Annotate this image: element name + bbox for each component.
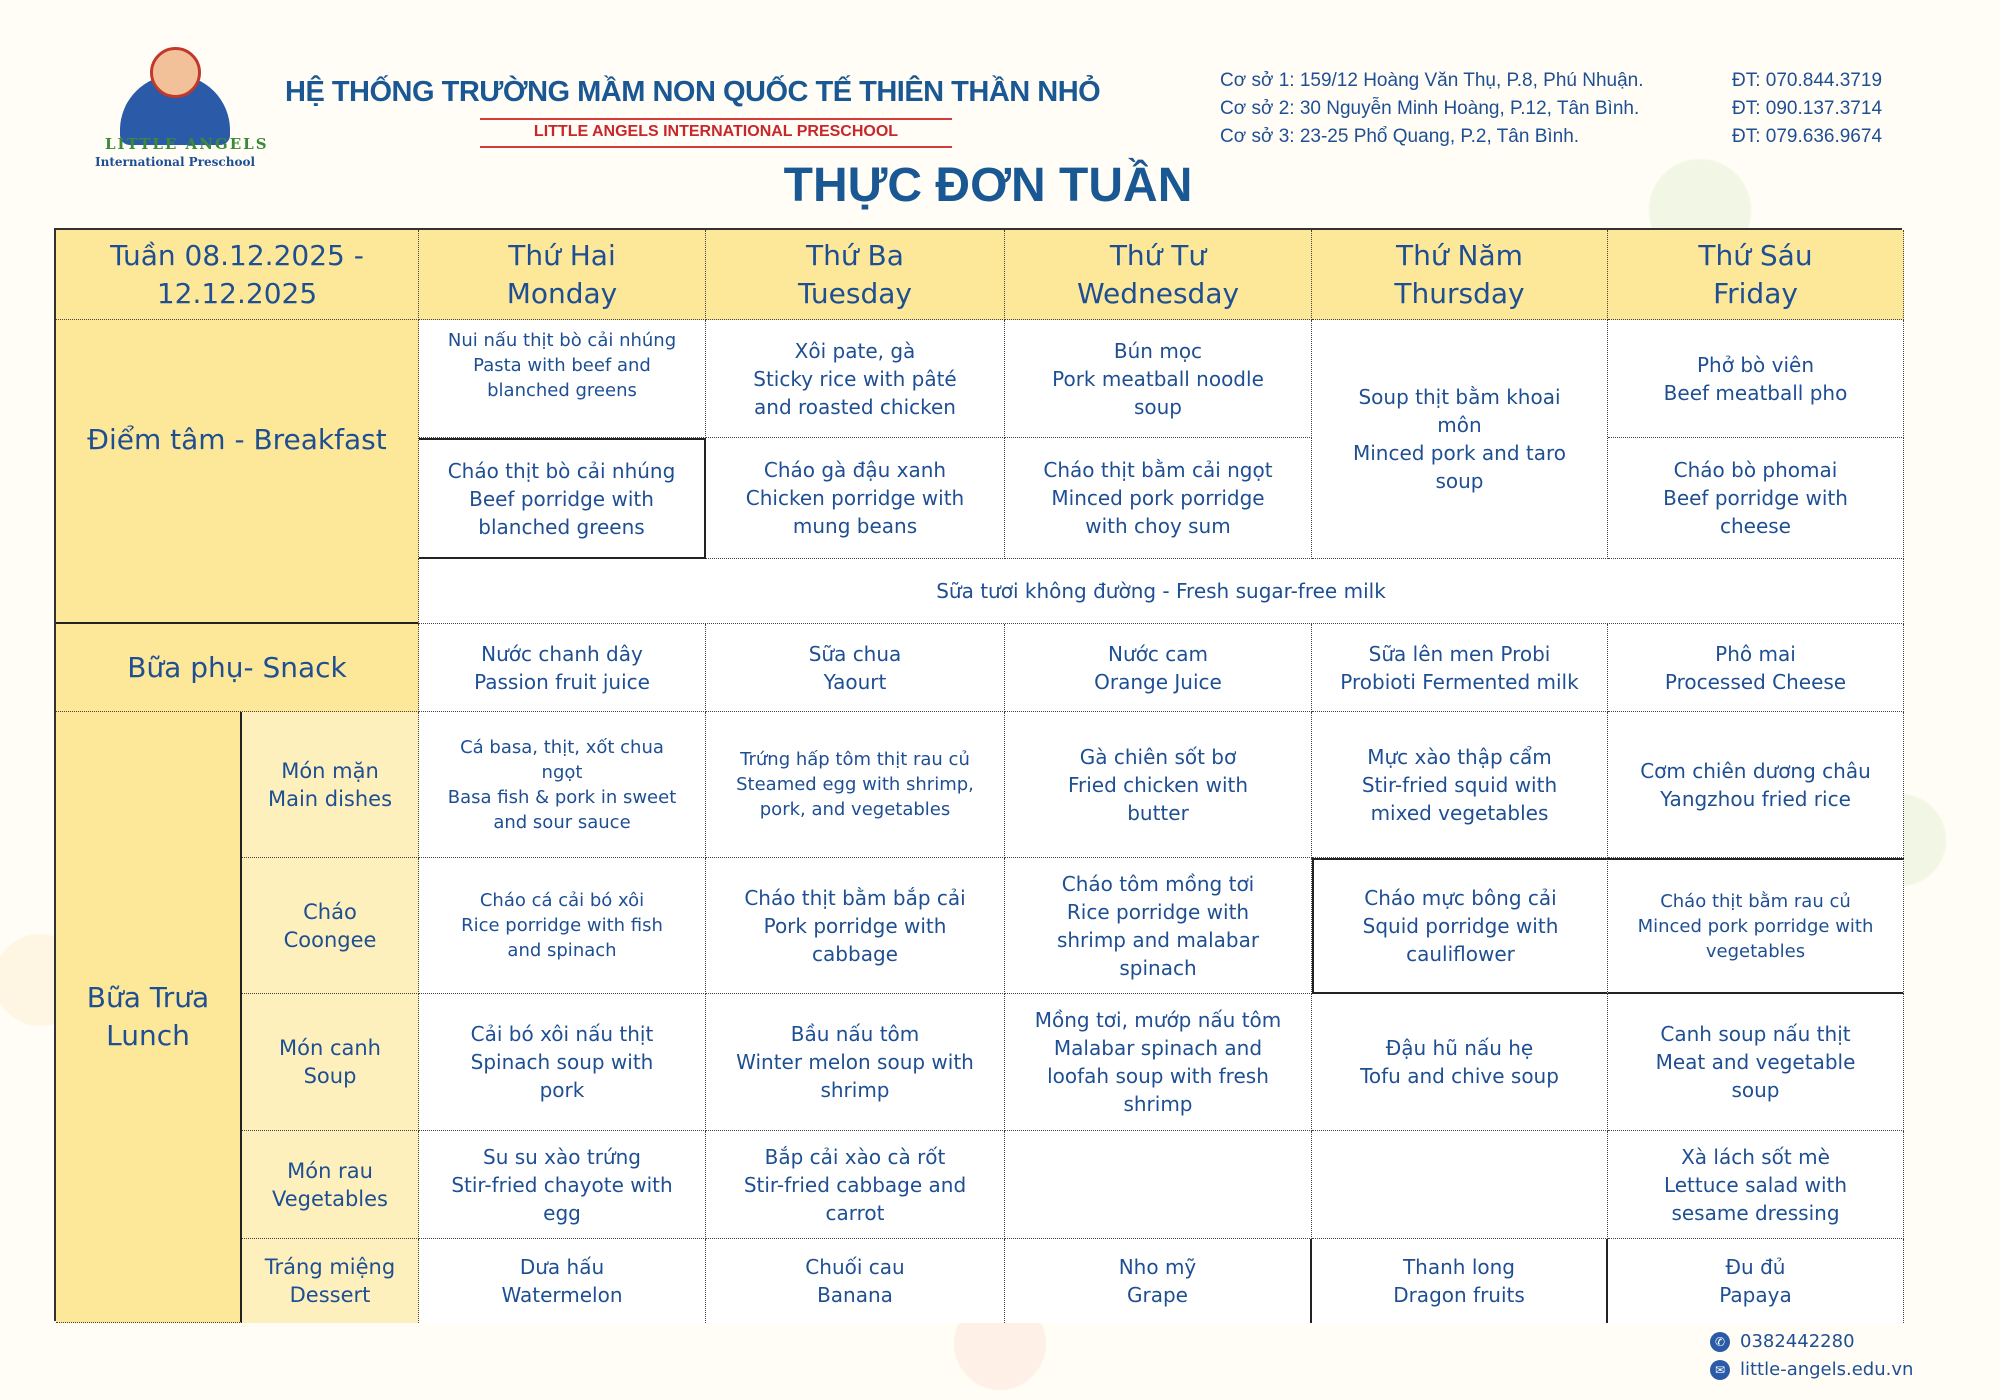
lunch-cell: Cháo cá cải bó xôi Rice porridge with fi… [419, 858, 706, 994]
lunch-cell: Cá basa, thịt, xốt chua ngọt Basa fish &… [419, 712, 706, 858]
breakfast-cell: Xôi pate, gà Sticky rice with pâté and r… [706, 320, 1005, 438]
lunch-cell: Gà chiên sốt bơ Fried chicken with butte… [1005, 712, 1312, 858]
lunch-cell: Thanh long Dragon fruits [1312, 1239, 1608, 1323]
logo-text: LITTLE ANGELS [105, 135, 269, 153]
lunch-cell: Cải bó xôi nấu thịt Spinach soup with po… [419, 994, 706, 1131]
lunch-cell: Bầu nấu tôm Winter melon soup with shrim… [706, 994, 1005, 1131]
branch-1: Cơ sở 1: 159/12 Hoàng Văn Thụ, P.8, Phú … [1220, 67, 1882, 95]
milk-cell: Sữa tươi không đường - Fresh sugar-free … [419, 559, 1904, 624]
snack-cell: Phô mai Processed Cheese [1608, 624, 1904, 712]
lunch-sublabel-vegetables: Món rau Vegetables [242, 1131, 419, 1239]
school-name-en: LITTLE ANGELS INTERNATIONAL PRESCHOOL [480, 118, 952, 148]
branch-address: Cơ sở 1: 159/12 Hoàng Văn Thụ, P.8, Phú … [1220, 70, 1644, 91]
lunch-cell: Mồng tơi, mướp nấu tôm Malabar spinach a… [1005, 994, 1312, 1131]
lunch-cell: Mực xào thập cẩm Stir-fried squid with m… [1312, 712, 1608, 858]
branch-2: Cơ sở 2: 30 Nguyễn Minh Hoàng, P.12, Tân… [1220, 95, 1882, 123]
page-title: THỰC ĐƠN TUẦN [783, 159, 1193, 212]
logo-angel [150, 47, 201, 98]
breakfast-label: Điểm tâm - Breakfast [56, 320, 419, 559]
breakfast-porridge-cell: Cháo gà đậu xanh Chicken porridge with m… [706, 438, 1005, 559]
day-header-wednesday: Thứ Tư Wednesday [1005, 230, 1312, 320]
lunch-cell: Cơm chiên dương châu Yangzhou fried rice [1608, 712, 1904, 858]
snack-cell: Nước chanh dây Passion fruit juice [419, 624, 706, 712]
school-logo: LITTLE ANGELS International Preschool [95, 35, 275, 170]
day-header-friday: Thứ Sáu Friday [1608, 230, 1904, 320]
lunch-cell: Nho mỹ Grape [1005, 1239, 1312, 1323]
lunch-cell: Cháo thịt bằm rau củ Minced pork porridg… [1608, 858, 1904, 994]
snack-cell: Sữa chua Yaourt [706, 624, 1005, 712]
footer-contact: ✆ 0382442280 ✉ little-angels.edu.vn [1710, 1328, 1913, 1384]
breakfast-label-fill [56, 559, 419, 624]
phone-icon: ✆ [1710, 1332, 1730, 1352]
branch-address: Cơ sở 3: 23-25 Phổ Quang, P.2, Tân Bình. [1220, 126, 1580, 147]
lunch-cell: Su su xào trứng Stir-fried chayote with … [419, 1131, 706, 1239]
website-link[interactable]: little-angels.edu.vn [1740, 1359, 1914, 1380]
phone-number: 0382442280 [1740, 1331, 1855, 1352]
breakfast-porridge-cell: Cháo thịt bò cải nhúng Beef porridge wit… [419, 438, 706, 559]
lunch-sublabel-main: Món mặn Main dishes [242, 712, 419, 858]
breakfast-cell: Bún mọc Pork meatball noodle soup [1005, 320, 1312, 438]
lunch-cell-empty [1312, 1131, 1608, 1239]
snack-cell: Nước cam Orange Juice [1005, 624, 1312, 712]
snack-label: Bữa phụ- Snack [56, 624, 419, 712]
lunch-sublabel-soup: Món canh Soup [242, 994, 419, 1131]
logo-subtext: International Preschool [95, 155, 256, 169]
lunch-cell-empty [1005, 1131, 1312, 1239]
branch-address: Cơ sở 2: 30 Nguyễn Minh Hoàng, P.12, Tân… [1220, 98, 1640, 119]
breakfast-porridge-cell: Cháo thịt bằm cải ngọt Minced pork porri… [1005, 438, 1312, 559]
lunch-cell: Cháo mực bông cải Squid porridge with ca… [1312, 858, 1608, 994]
breakfast-cell: Soup thịt bằm khoai môn Minced pork and … [1312, 320, 1608, 559]
breakfast-porridge-cell: Cháo bò phomai Beef porridge with cheese [1608, 438, 1904, 559]
snack-cell: Sữa lên men Probi Probioti Fermented mil… [1312, 624, 1608, 712]
branch-3: Cơ sở 3: 23-25 Phổ Quang, P.2, Tân Bình.… [1220, 123, 1882, 151]
lunch-cell: Trứng hấp tôm thịt rau củ Steamed egg wi… [706, 712, 1005, 858]
weekly-menu-table: Tuần 08.12.2025 - 12.12.2025 Thứ Hai Mon… [54, 228, 1904, 1323]
breakfast-cell: Phở bò viên Beef meatball pho [1608, 320, 1904, 438]
footer-phone: ✆ 0382442280 [1710, 1328, 1913, 1356]
lunch-label: Bữa Trưa Lunch [56, 712, 242, 1323]
day-header-thursday: Thứ Năm Thursday [1312, 230, 1608, 320]
branch-phone: ĐT: 079.636.9674 [1732, 126, 1883, 147]
breakfast-cell: Nui nấu thịt bò cải nhúng Pasta with bee… [419, 320, 706, 438]
lunch-sublabel-dessert: Tráng miệng Dessert [242, 1239, 419, 1323]
branch-phone: ĐT: 070.844.3719 [1732, 70, 1883, 91]
mail-icon: ✉ [1710, 1360, 1730, 1380]
lunch-cell: Chuối cau Banana [706, 1239, 1005, 1323]
lunch-cell: Đu đủ Papaya [1608, 1239, 1904, 1323]
lunch-cell: Đậu hũ nấu hẹ Tofu and chive soup [1312, 994, 1608, 1131]
week-range: Tuần 08.12.2025 - 12.12.2025 [56, 230, 419, 320]
day-header-monday: Thứ Hai Monday [419, 230, 706, 320]
school-name: HỆ THỐNG TRƯỜNG MẦM NON QUỐC TẾ THIÊN TH… [285, 76, 1101, 108]
lunch-sublabel-congee: Cháo Coongee [242, 858, 419, 994]
lunch-cell: Cháo tôm mồng tơi Rice porridge with shr… [1005, 858, 1312, 994]
lunch-cell: Cháo thịt bằm bắp cải Pork porridge with… [706, 858, 1005, 994]
lunch-cell: Xà lách sốt mè Lettuce salad with sesame… [1608, 1131, 1904, 1239]
footer-website: ✉ little-angels.edu.vn [1710, 1356, 1913, 1384]
branch-list: Cơ sở 1: 159/12 Hoàng Văn Thụ, P.8, Phú … [1220, 67, 1882, 151]
lunch-cell: Bắp cải xào cà rốt Stir-fried cabbage an… [706, 1131, 1005, 1239]
lunch-cell: Dưa hấu Watermelon [419, 1239, 706, 1323]
lunch-cell: Canh soup nấu thịt Meat and vegetable so… [1608, 994, 1904, 1131]
day-header-tuesday: Thứ Ba Tuesday [706, 230, 1005, 320]
branch-phone: ĐT: 090.137.3714 [1732, 98, 1883, 119]
